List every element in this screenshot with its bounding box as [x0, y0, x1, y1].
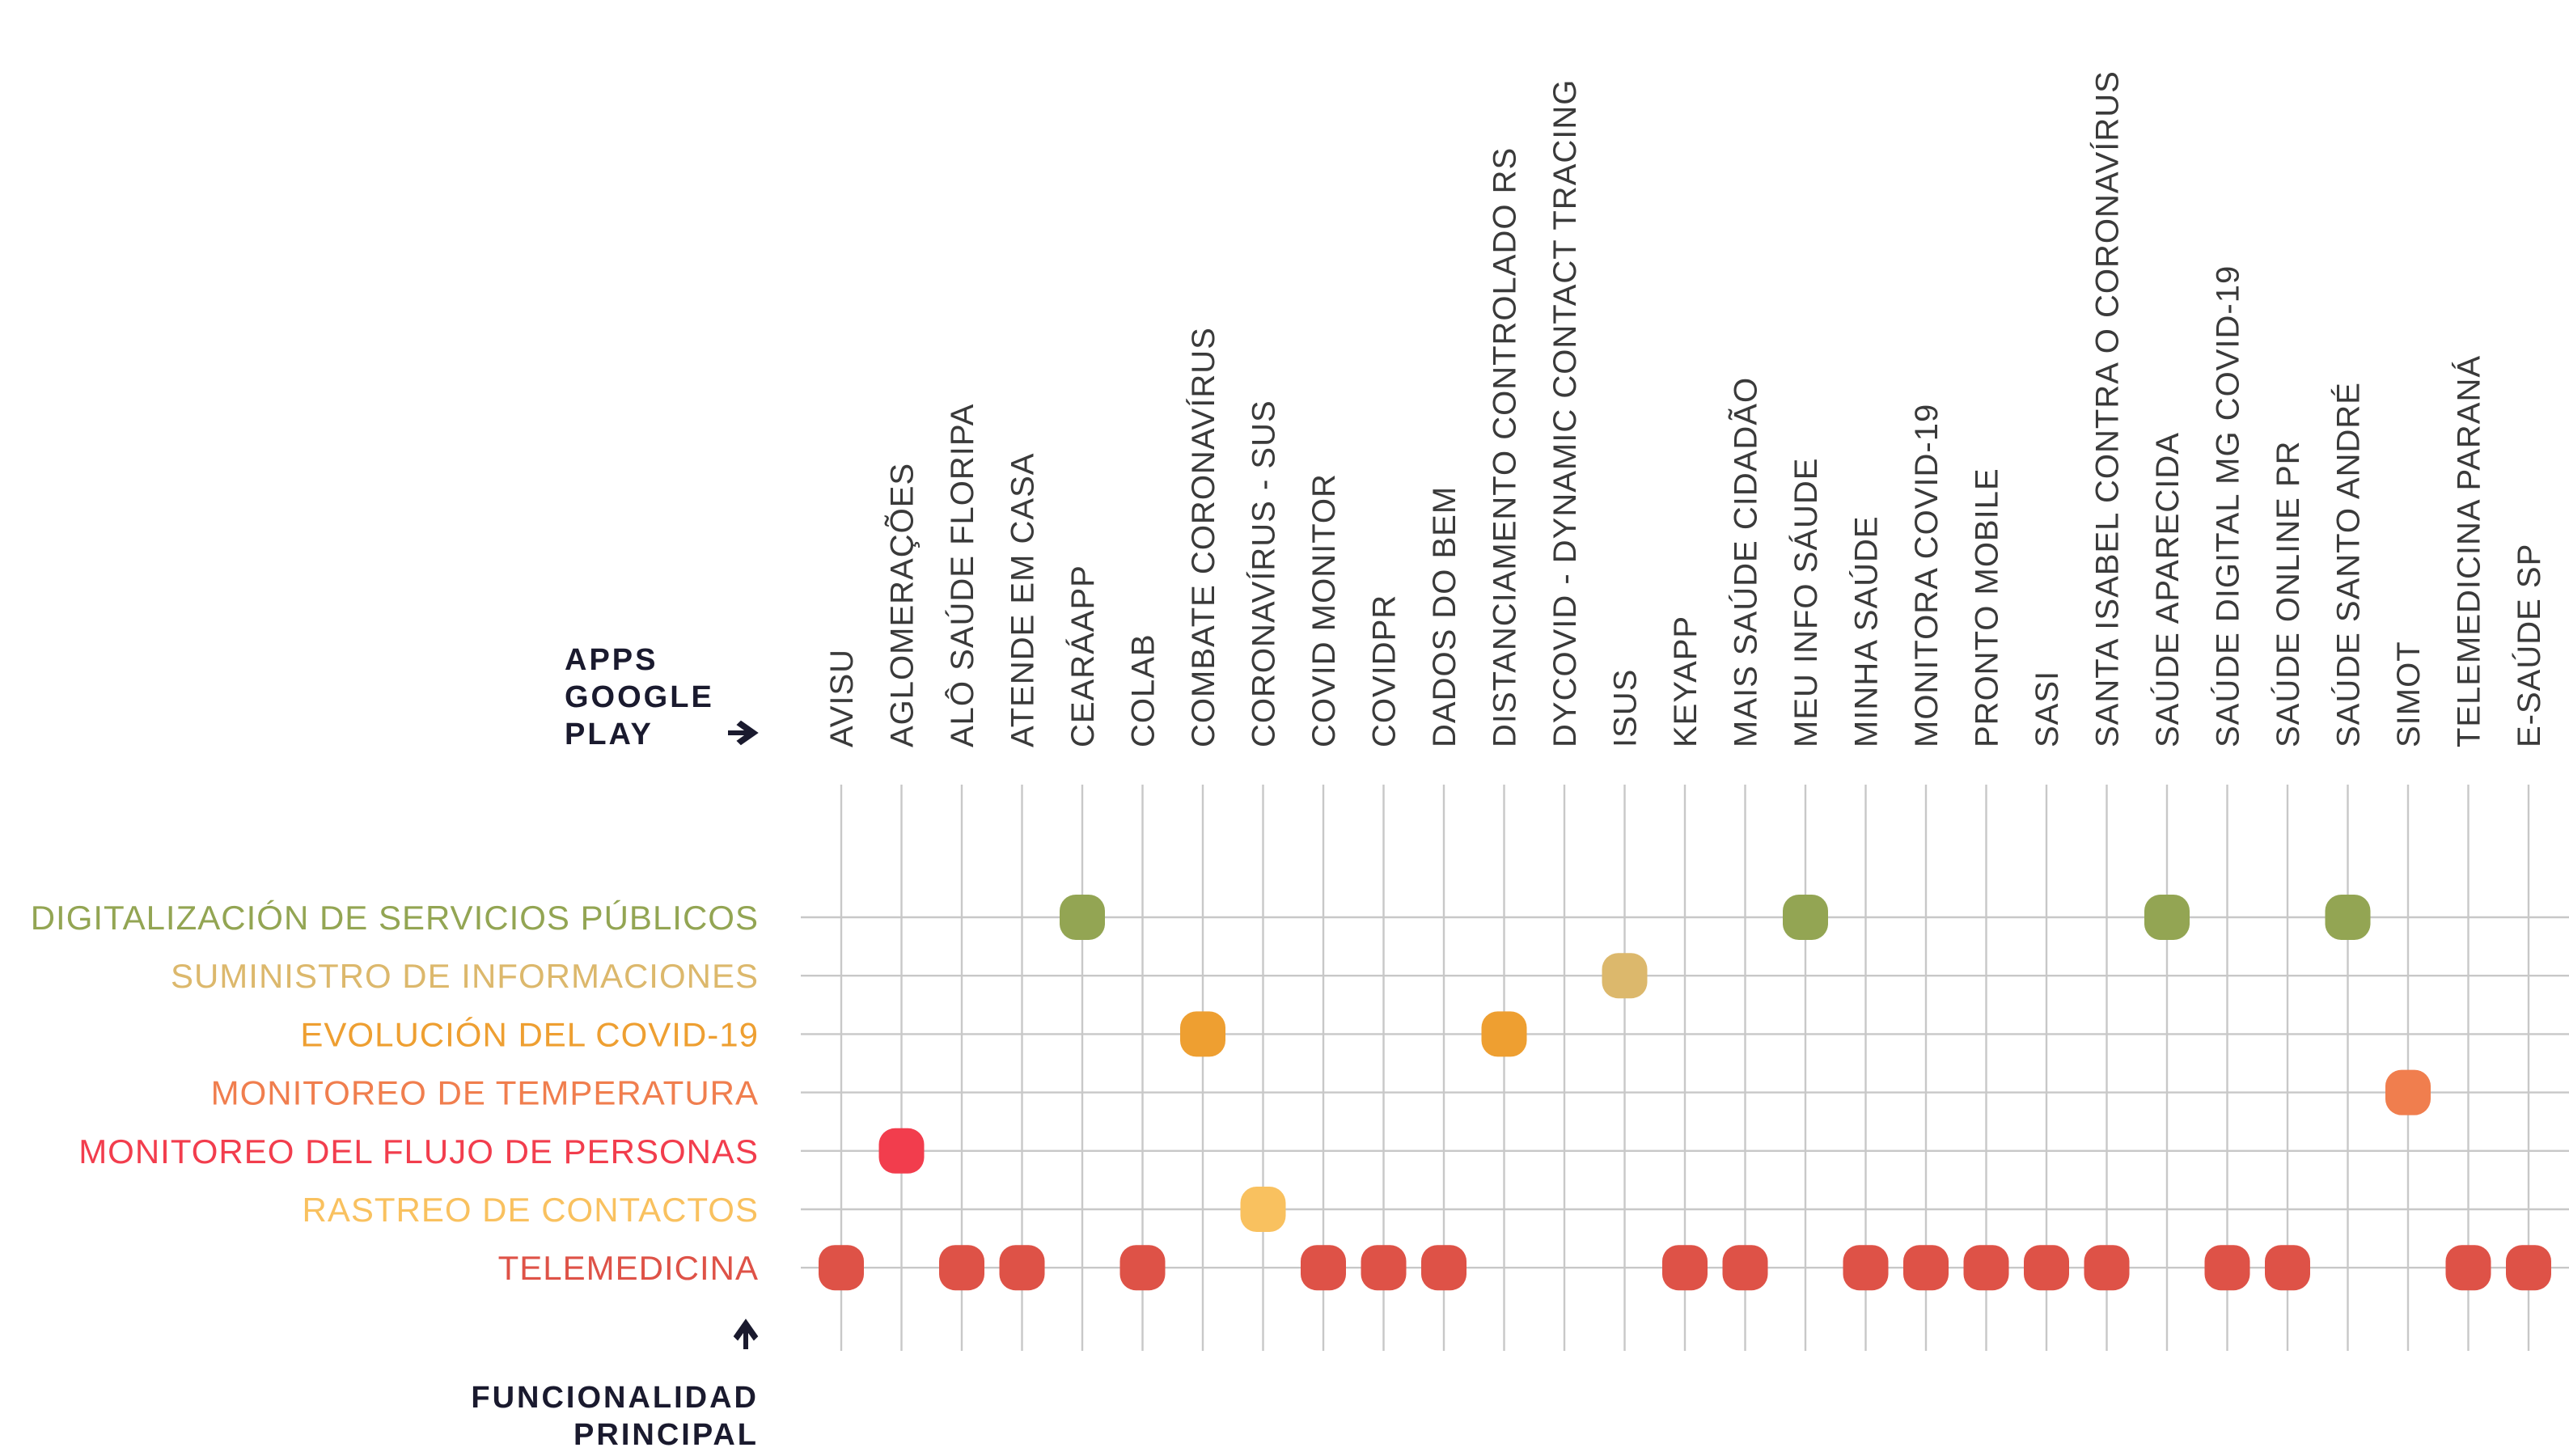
app-tick-label: AGLOMERAÇÕES: [884, 463, 921, 747]
data-point: [1722, 1245, 1768, 1291]
data-point: [1602, 953, 1648, 999]
app-tick-label: DYCOVID - DYNAMIC CONTACT TRACING: [1547, 79, 1583, 747]
functionality-tick-label: DIGITALIZACIÓN DE SERVICIOS PÚBLICOS: [31, 899, 759, 937]
functionality-tick-label: SUMINISTRO DE INFORMACIONES: [171, 957, 759, 995]
app-tick-label: MEU INFO SÁUDE: [1788, 458, 1824, 747]
data-point: [1903, 1245, 1949, 1291]
app-tick-label: ISUS: [1608, 669, 1644, 747]
app-tick-label: DISTANCIAMENTO CONTROLADO RS: [1488, 147, 1523, 747]
y-axis-title-line-2: PRINCIPAL: [573, 1418, 759, 1452]
app-tick-label: E-SAÚDE SP: [2511, 544, 2547, 747]
app-tick-label: SAÚDE ONLINE PR: [2270, 440, 2306, 747]
app-tick-label: SAÚDE APARECIDA: [2149, 432, 2186, 747]
data-point: [1060, 895, 1105, 940]
functionality-tick-label: RASTREO DE CONTACTOS: [302, 1191, 759, 1229]
data-point: [2506, 1245, 2551, 1291]
data-point: [1180, 1011, 1225, 1057]
data-point: [2024, 1245, 2069, 1291]
grid: [801, 785, 2569, 1351]
data-point: [2265, 1245, 2310, 1291]
app-tick-label: MONITORA COVID-19: [1909, 404, 1945, 747]
data-point: [1481, 1011, 1527, 1057]
x-axis-title-line-1: APPS: [565, 643, 658, 677]
up-arrow-icon: [733, 1318, 759, 1349]
app-tick-label: SAÚDE DIGITAL MG COVID-19: [2210, 265, 2246, 747]
functionality-tick-label: TELEMEDICINA: [498, 1249, 759, 1287]
app-tick-label: SASI: [2029, 671, 2065, 747]
x-axis-title-line-2: GOOGLE: [565, 680, 714, 714]
data-point: [939, 1245, 984, 1291]
data-point: [1843, 1245, 1889, 1291]
data-point: [1963, 1245, 2009, 1291]
data-point: [1361, 1245, 1407, 1291]
data-point: [2445, 1245, 2491, 1291]
functionality-tick-label: EVOLUCIÓN DEL COVID-19: [300, 1015, 759, 1053]
data-point: [1240, 1187, 1286, 1232]
functionality-labels: DIGITALIZACIÓN DE SERVICIOS PÚBLICOS SUMI…: [31, 899, 759, 1287]
app-tick-label: SAÚDE SANTO ANDRÉ: [2330, 382, 2367, 747]
app-tick-label: MAIS SAÚDE CIDADÃO: [1728, 377, 1764, 747]
data-point: [1301, 1245, 1346, 1291]
app-tick-label: AVISU: [824, 649, 860, 747]
data-point: [2204, 1245, 2250, 1291]
app-tick-label: DADOS DO BEM: [1427, 486, 1462, 747]
data-point: [999, 1245, 1045, 1291]
app-tick-label: MINHA SAÚDE: [1848, 515, 1885, 747]
app-labels: AVISU AGLOMERAÇÕES ALÔ SAÚDE FLORIPA ATENDE…: [824, 70, 2547, 747]
app-tick-label: CORONAVÍRUS - SUS: [1246, 400, 1282, 747]
x-axis-title-line-3: PLAY: [565, 717, 654, 751]
app-tick-label: TELEMEDICINA PARANÁ: [2451, 355, 2487, 747]
y-axis-title-line-1: FUNCIONALIDAD: [471, 1381, 759, 1415]
data-point: [2084, 1245, 2130, 1291]
app-tick-label: COVID MONITOR: [1306, 473, 1342, 747]
data-points: [819, 895, 2551, 1291]
data-point: [2325, 895, 2371, 940]
app-tick-label: PRONTO MOBILE: [1970, 468, 2005, 747]
app-tick-label: SANTA ISABEL CONTRA O CORONAVÍRUS: [2089, 70, 2126, 747]
app-tick-label: ALÔ SAÚDE FLORIPA: [944, 404, 980, 747]
data-point: [1783, 895, 1828, 940]
app-tick-label: CEARÁAPP: [1064, 565, 1101, 747]
y-axis-title: FUNCIONALIDAD PRINCIPAL: [471, 1318, 759, 1452]
x-axis-title: APPS GOOGLE PLAY: [565, 643, 759, 751]
app-tick-label: COMBATE CORONAVÍRUS: [1185, 327, 1221, 747]
functionality-tick-label: MONITOREO DEL FLUJO DE PERSONAS: [78, 1132, 759, 1170]
data-point: [2385, 1069, 2431, 1115]
data-point: [878, 1128, 925, 1174]
data-point: [819, 1245, 864, 1291]
functionality-tick-label: MONITOREO DE TEMPERATURA: [211, 1074, 759, 1112]
data-point: [1421, 1245, 1466, 1291]
app-tick-label: KEYAPP: [1668, 616, 1703, 747]
data-point: [2144, 895, 2190, 940]
app-tick-label: SIMOT: [2391, 641, 2427, 747]
data-point: [1119, 1245, 1166, 1291]
right-arrow-icon: [728, 720, 759, 746]
app-tick-label: COVIDPR: [1367, 595, 1403, 747]
app-tick-label: COLAB: [1126, 633, 1162, 747]
data-point: [1662, 1245, 1708, 1291]
app-tick-label: ATENDE EM CASA: [1005, 453, 1041, 747]
